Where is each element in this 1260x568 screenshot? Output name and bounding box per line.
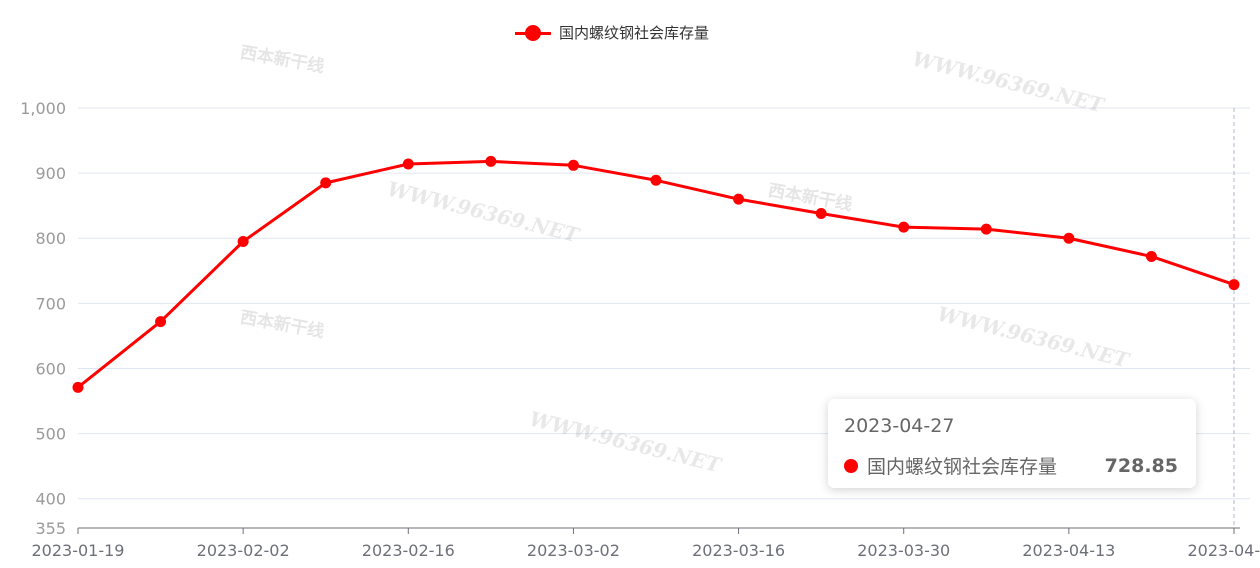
data-point (898, 221, 910, 233)
data-point (72, 381, 84, 393)
y-axis: 1,000 900 800 700 600 500 400 355 (20, 99, 66, 538)
y-tick-label: 900 (35, 164, 66, 183)
data-point (237, 235, 249, 247)
tooltip: 2023-04-27 国内螺纹钢社会库存量 728.85 (828, 399, 1196, 488)
data-point (1063, 232, 1075, 244)
x-tick-label: 2023-02-02 (197, 541, 290, 560)
x-tick-label: 2023-03-02 (527, 541, 620, 560)
legend-label: 国内螺纹钢社会库存量 (559, 24, 710, 42)
tooltip-value: 728.85 (1104, 454, 1178, 477)
series-line (72, 155, 1240, 393)
x-tick-label: 2023-03-30 (857, 541, 950, 560)
data-point (650, 174, 662, 186)
tooltip-date: 2023-04-27 (844, 415, 955, 437)
data-point (485, 155, 497, 167)
data-point (402, 158, 414, 170)
y-tick-label: 355 (35, 519, 66, 538)
grid-lines (78, 107, 1250, 500)
series-polyline (77, 159, 1235, 389)
data-point (320, 177, 332, 189)
x-tick-label: 2023-02-16 (362, 541, 455, 560)
legend-line-marker-icon (515, 23, 551, 43)
y-tick-label: 400 (35, 490, 66, 509)
x-tick-label: 2023-04-27 (1188, 541, 1260, 560)
y-tick-label: 600 (35, 359, 66, 378)
data-point (815, 207, 827, 219)
data-point (567, 159, 579, 171)
data-point (980, 223, 992, 235)
y-tick-label: 800 (35, 229, 66, 248)
y-tick-label: 500 (35, 425, 66, 444)
x-tick-label: 2023-04-13 (1022, 541, 1115, 560)
x-tick-label: 2023-01-19 (32, 541, 125, 560)
data-point (1228, 279, 1240, 291)
series-dot-icon (844, 458, 858, 473)
x-axis: 2023-01-19 2023-02-02 2023-02-16 2023-03-02… (32, 527, 1260, 560)
y-tick-label: 700 (35, 294, 66, 313)
data-point (733, 193, 745, 205)
data-point (155, 316, 167, 328)
data-point (1145, 250, 1157, 262)
legend-item[interactable]: 国内螺纹钢社会库存量 (515, 22, 709, 43)
tooltip-series-name: 国内螺纹钢社会库存量 (867, 456, 1058, 478)
x-tick-label: 2023-03-16 (692, 541, 785, 560)
y-tick-label: 1,000 (20, 99, 66, 118)
